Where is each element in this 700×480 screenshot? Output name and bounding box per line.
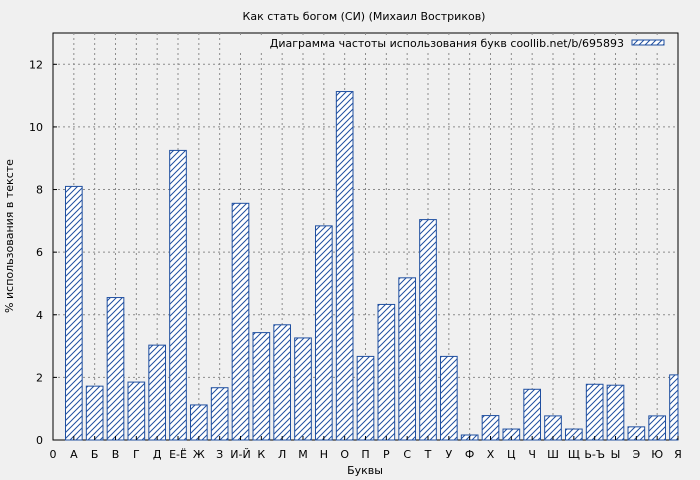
legend-background: [239, 35, 676, 51]
bar-П: [356, 355, 375, 441]
y-tick-label: 2: [36, 371, 43, 384]
bar-О: [335, 91, 354, 441]
x-tick-label: Ш: [547, 448, 559, 461]
bar-Б: [85, 385, 104, 441]
bar-И-Й: [231, 202, 250, 441]
bar-Е-Ё: [169, 149, 187, 441]
bar-Ы: [606, 384, 625, 441]
bar-Д: [148, 344, 166, 441]
x-tick-label: Р: [383, 448, 390, 461]
x-tick-label: Ю: [651, 448, 663, 461]
bar-Л: [273, 324, 292, 441]
x-tick-label: У: [445, 448, 452, 461]
x-tick-label: Б: [91, 448, 99, 461]
x-tick-label: П: [361, 448, 369, 461]
bar-Г: [127, 381, 146, 441]
y-axis-ticks: 0 2 4 6 8 10 12: [29, 58, 57, 447]
y-tick-label: 8: [36, 184, 43, 197]
x-tick-label: Л: [278, 448, 286, 461]
x-tick-label: Ы: [611, 448, 621, 461]
bar-Ь-Ъ: [585, 383, 604, 441]
grid-lines: [53, 33, 678, 440]
bar-Т: [419, 219, 437, 441]
bar-Н: [315, 225, 333, 441]
legend-swatch: [631, 39, 665, 46]
x-tick-label: К: [257, 448, 265, 461]
bar-А: [65, 185, 83, 441]
x-tick-label: Ф: [465, 448, 474, 461]
x-tick-label: Э: [632, 448, 640, 461]
x-tick-label: Щ: [568, 448, 580, 461]
x-tick-label: Ж: [193, 448, 205, 461]
bar-В: [106, 297, 125, 441]
bar-У: [440, 355, 458, 441]
x-tick-label: Ц: [507, 448, 516, 461]
y-tick-label: 4: [36, 309, 43, 322]
x-tick-label: С: [403, 448, 411, 461]
x-axis-label: Буквы: [347, 464, 383, 477]
x-tick-label: Х: [487, 448, 495, 461]
bar-К: [252, 332, 271, 441]
bar-Я: [669, 374, 679, 441]
x-tick-label: Я: [674, 448, 682, 461]
x-tick-label: Е-Ё: [169, 448, 187, 461]
x-tick-label: Н: [320, 448, 328, 461]
x-tick-label: В: [112, 448, 120, 461]
bars-group: [65, 91, 679, 441]
bar-С: [398, 277, 417, 441]
x-tick-label: Ч: [528, 448, 536, 461]
x-tick-label-origin: 0: [50, 448, 57, 461]
bar-З: [210, 387, 229, 441]
x-tick-label: М: [298, 448, 308, 461]
legend-label: Диаграмма частоты использования букв coo…: [270, 37, 624, 50]
x-tick-label: Г: [133, 448, 140, 461]
x-tick-label: З: [216, 448, 223, 461]
y-tick-label: 10: [29, 121, 43, 134]
y-axis-label: % использования в тексте: [3, 159, 16, 313]
x-tick-label: Т: [424, 448, 432, 461]
legend: Диаграмма частоты использования букв coo…: [239, 35, 676, 51]
bar-Ч: [523, 388, 541, 441]
x-tick-label: Ь-Ъ: [584, 448, 605, 461]
bar-Ж: [190, 404, 208, 441]
x-tick-label: О: [340, 448, 349, 461]
bar-М: [294, 337, 312, 441]
x-tick-label: И-Й: [230, 448, 250, 461]
y-tick-label: 6: [36, 246, 43, 259]
bar-Р: [377, 303, 396, 441]
x-tick-label: А: [70, 448, 78, 461]
y-tick-label: 0: [36, 434, 43, 447]
chart-title: Как стать богом (СИ) (Михаил Востриков): [243, 10, 486, 23]
x-axis-ticks: 0 А Б В Г Д Е-Ё Ж З И-Й К Л М Н О П Р С Т У Ф Х Ц Ч Ш Щ Ь-Ъ Ы Э Ю Я: [50, 436, 682, 461]
y-tick-label: 12: [29, 58, 43, 71]
x-tick-label: Д: [153, 448, 162, 461]
